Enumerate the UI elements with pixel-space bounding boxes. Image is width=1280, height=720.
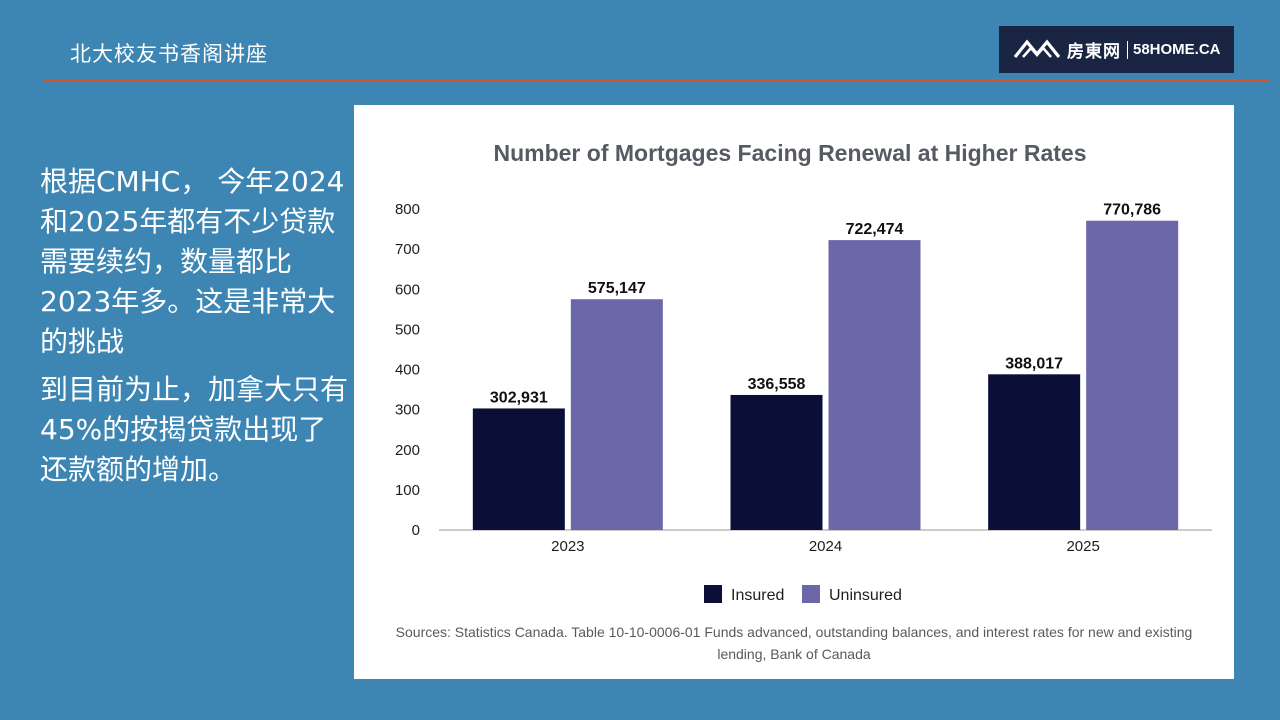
bar-insured-2025 <box>988 374 1081 530</box>
data-label-insured-2023: 302,931 <box>490 389 548 406</box>
y-tick-label: 800 <box>395 201 420 218</box>
y-tick-label: 100 <box>395 482 420 499</box>
bar-uninsured-2025 <box>1086 220 1179 530</box>
bar-uninsured-2023 <box>570 299 663 530</box>
x-tick-label: 2024 <box>809 538 842 555</box>
bar-uninsured-2024 <box>828 240 921 531</box>
chart-title: Number of Mortgages Facing Renewal at Hi… <box>493 140 1086 166</box>
y-tick-label: 400 <box>395 362 420 379</box>
data-label-uninsured-2025: 770,786 <box>1103 202 1161 219</box>
bar-chart: Number of Mortgages Facing Renewal at Hi… <box>395 140 1212 604</box>
x-tick-label: 2023 <box>551 538 584 555</box>
y-tick-label: 600 <box>395 281 420 298</box>
body-paragraph-1: 根据CMHC， 今年2024 和2025年都有不少贷款需要续约，数量都比2023… <box>40 165 345 358</box>
y-tick-label: 300 <box>395 402 420 419</box>
y-tick-label: 700 <box>395 241 420 258</box>
data-label-insured-2024: 336,558 <box>748 376 806 393</box>
logo-chinese-name: 房東网 <box>1067 42 1121 62</box>
x-tick-label: 2025 <box>1066 538 1099 555</box>
chart-source-note: Sources: Statistics Canada. Table 10-10-… <box>395 624 1193 662</box>
legend-label-insured: Insured <box>731 587 784 604</box>
y-tick-label: 0 <box>412 522 420 539</box>
legend-swatch-insured <box>704 585 722 603</box>
chart-card: Number of Mortgages Facing Renewal at Hi… <box>354 105 1234 679</box>
slide-body-text: 根据CMHC， 今年2024 和2025年都有不少贷款需要续约，数量都比2023… <box>40 162 350 490</box>
logo-separator <box>1127 40 1128 59</box>
bar-insured-2023 <box>472 408 565 530</box>
data-label-uninsured-2024: 722,474 <box>846 221 904 238</box>
slide-header-title: 北大校友书香阁讲座 <box>70 42 268 66</box>
brand-logo[interactable]: 房東网 58HOME.CA <box>999 26 1234 73</box>
legend-swatch-uninsured <box>802 585 820 603</box>
header-divider <box>44 79 1270 82</box>
body-paragraph-2: 到目前为止，加拿大只有45%的按揭贷款出现了还款额的增加。 <box>40 373 349 486</box>
legend-label-uninsured: Uninsured <box>829 587 902 604</box>
house-logo-icon <box>1013 35 1061 65</box>
data-label-uninsured-2023: 575,147 <box>588 280 646 297</box>
logo-domain: 58HOME.CA <box>1133 41 1221 58</box>
data-label-insured-2025: 388,017 <box>1005 355 1063 372</box>
bar-insured-2024 <box>730 394 823 530</box>
y-tick-label: 500 <box>395 321 420 338</box>
y-tick-label: 200 <box>395 442 420 459</box>
